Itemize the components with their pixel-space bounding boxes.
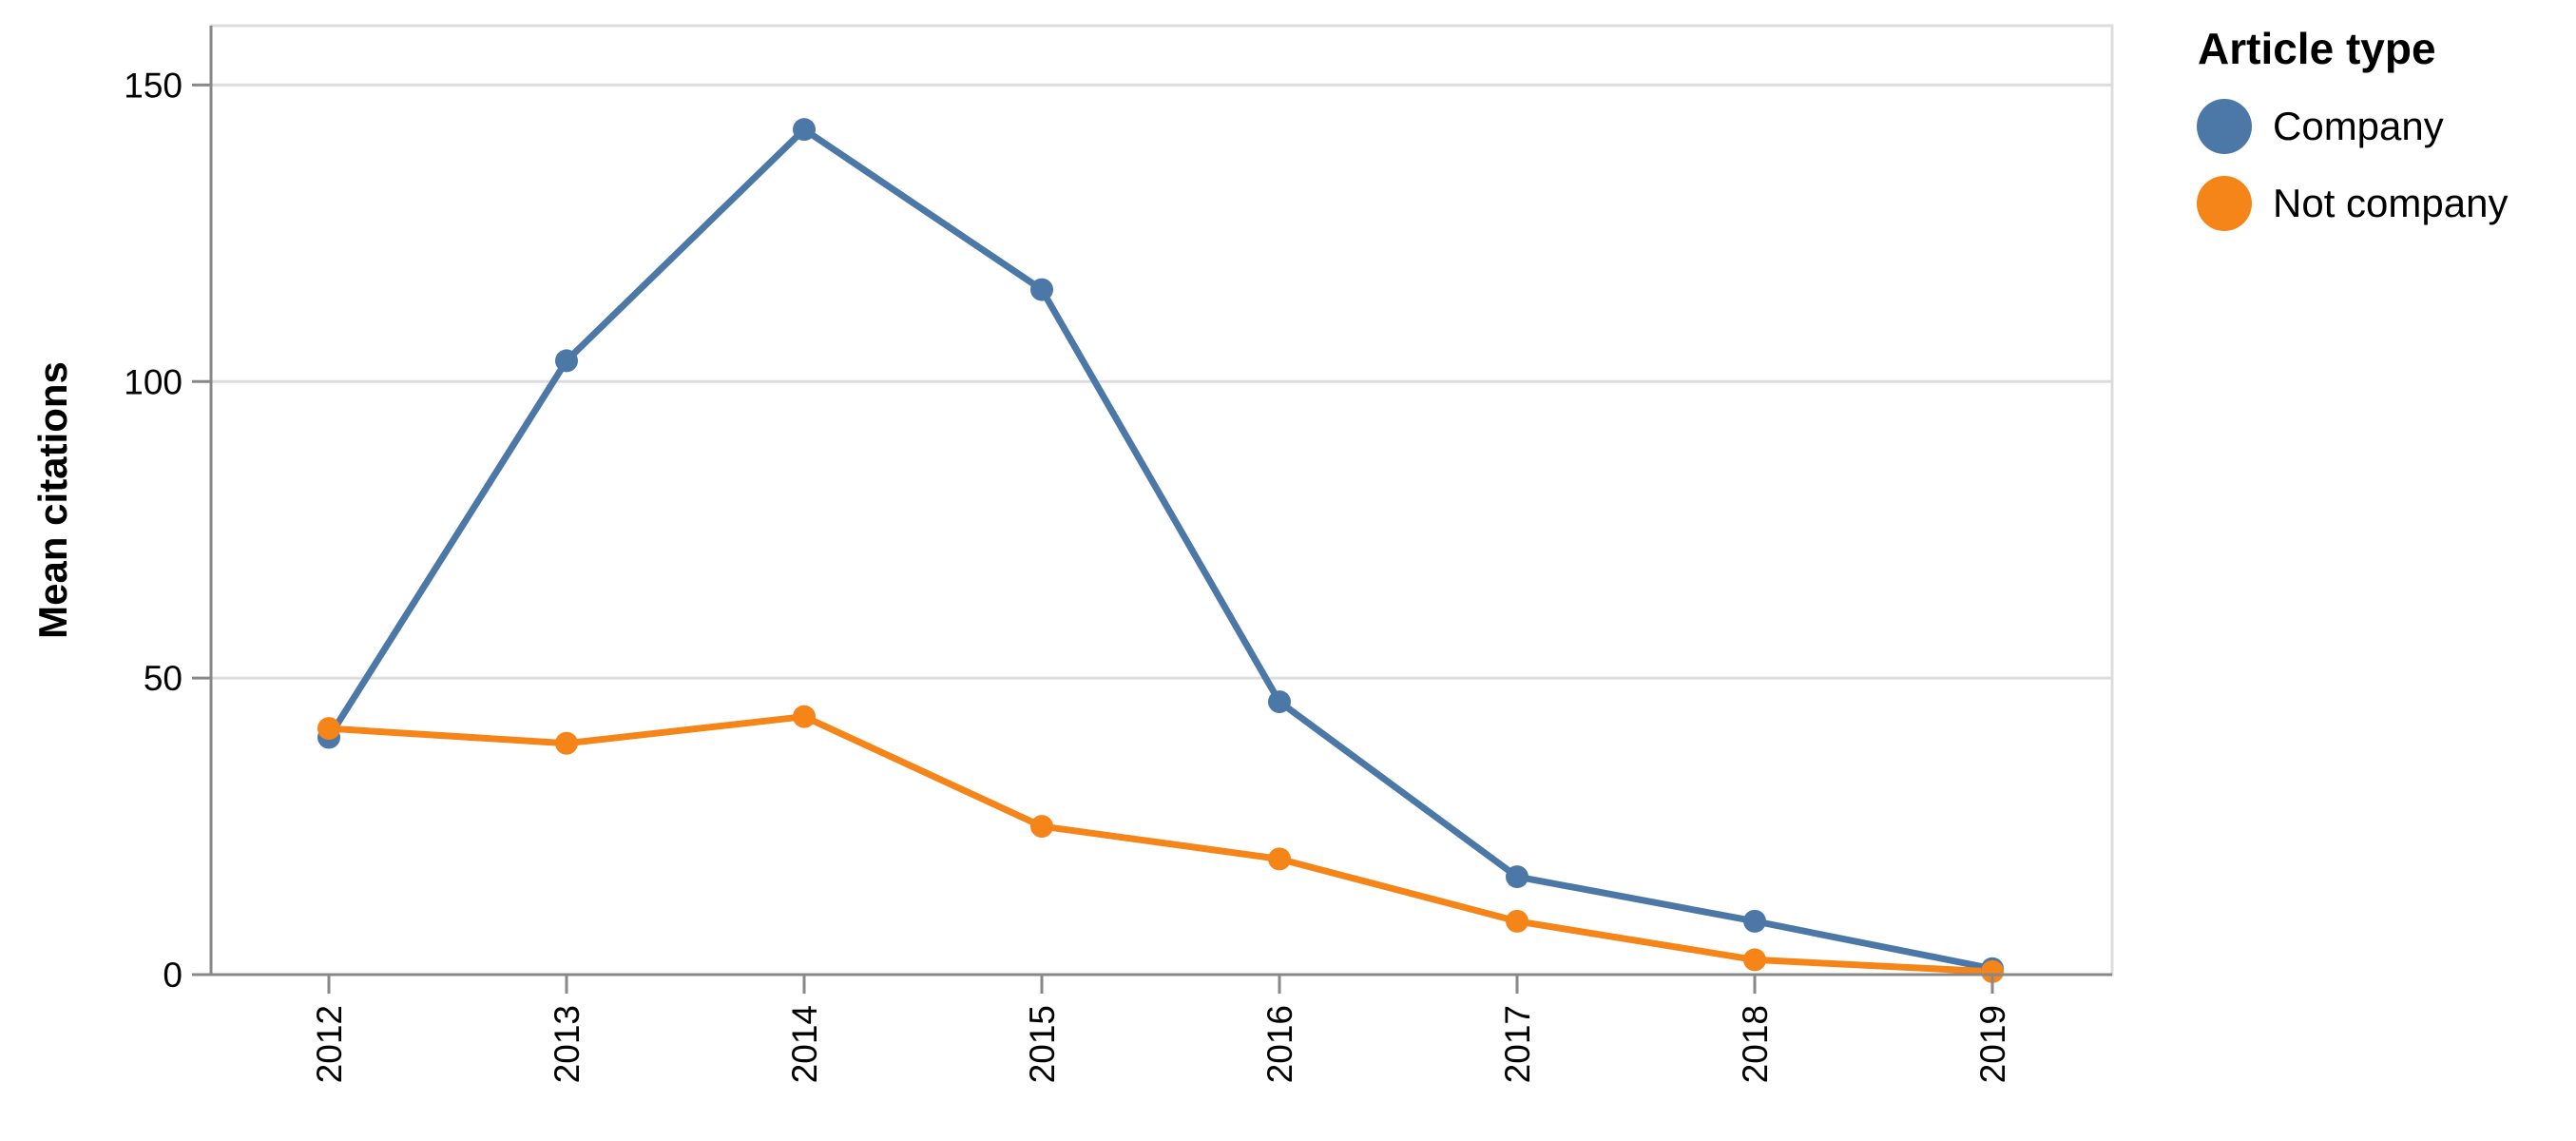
point-company-2018 (1743, 909, 1766, 933)
point-not-company-2018 (1743, 948, 1766, 972)
legend-item-not-company: Not company (2197, 176, 2508, 231)
point-not-company-2017 (1506, 909, 1528, 933)
point-not-company-2016 (1268, 847, 1291, 871)
legend-label-not-company: Not company (2273, 181, 2508, 225)
point-not-company-2019 (1981, 959, 2004, 983)
x-tick-label-2015: 2015 (1023, 1005, 1062, 1083)
x-tick-label-2019: 2019 (1973, 1005, 2012, 1083)
legend-item-company: Company (2197, 99, 2444, 154)
x-tick-label-2017: 2017 (1498, 1005, 1537, 1083)
axes: 0 50 100 150 2012 2013 2014 2015 2016 2017 2018 201… (124, 26, 2112, 1083)
point-not-company-2014 (793, 705, 816, 728)
x-tick-label-2012: 2012 (310, 1005, 349, 1083)
legend-swatch-company (2197, 99, 2252, 154)
point-not-company-2013 (555, 731, 578, 755)
x-tick-label-2013: 2013 (548, 1005, 586, 1083)
x-tick-label-2018: 2018 (1736, 1005, 1775, 1083)
legend-title: Article type (2198, 24, 2436, 73)
y-tick-label-0: 0 (163, 956, 183, 995)
point-company-2014 (793, 118, 816, 142)
legend: Article type Company Not company (2197, 24, 2508, 231)
legend-swatch-not-company (2197, 176, 2252, 231)
point-not-company-2012 (317, 717, 340, 741)
y-tick-label-50: 50 (144, 659, 183, 698)
y-tick-label-150: 150 (124, 66, 183, 105)
series-line-not-company (325, 713, 1996, 976)
point-not-company-2015 (1030, 815, 1053, 839)
y-tick-label-100: 100 (124, 362, 183, 401)
series-layer (317, 118, 2004, 983)
point-company-2013 (555, 349, 578, 373)
x-tick-label-2014: 2014 (785, 1005, 824, 1083)
x-tick-label-2016: 2016 (1260, 1005, 1299, 1083)
point-company-2017 (1506, 865, 1528, 889)
point-company-2016 (1268, 690, 1291, 714)
legend-label-company: Company (2273, 104, 2444, 148)
series-line-company (325, 126, 1996, 973)
point-company-2015 (1030, 278, 1053, 301)
grid-lines (211, 83, 2112, 680)
y-axis-title: Mean citations (30, 361, 75, 639)
